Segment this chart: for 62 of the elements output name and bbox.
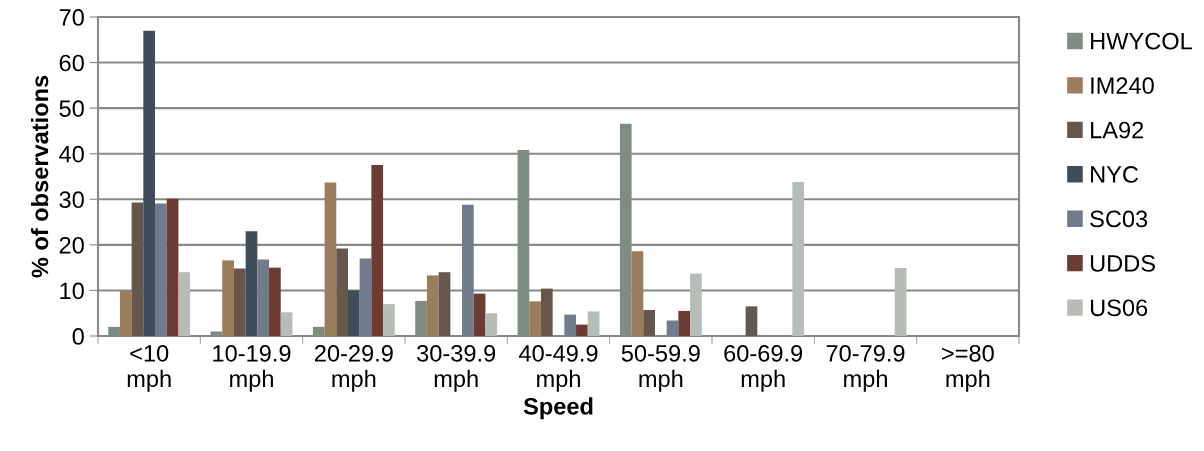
bar [245,231,258,336]
x-tick-label: 50-59.9 mph [621,344,700,392]
x-tick-label: 60-69.9 mph [724,344,803,392]
x-tick-label: >=80 mph [942,344,994,392]
legend-label: IM240 [1091,77,1154,94]
bar [383,304,395,336]
y-axis-title: % of observations [30,75,49,278]
bar [347,290,360,336]
y-tick-label: 60 [59,54,84,72]
bar [257,259,270,336]
bar [233,268,246,336]
bar [222,260,234,336]
bar [576,324,588,336]
bar [690,273,702,336]
legend-label: NYC [1091,166,1139,183]
bar [529,301,541,336]
y-tick-label: 20 [59,236,84,254]
bar [131,202,144,336]
bar [336,248,348,336]
bar [119,290,132,336]
x-tick-label: 20-29.9 mph [314,344,393,392]
legend-label: HWYCOL [1091,32,1192,50]
legend-label: SC03 [1090,210,1148,228]
bar [280,312,293,336]
bar [359,258,372,336]
bar [631,251,644,336]
bar [792,181,805,336]
bar [643,310,655,336]
y-tick-label: 50 [59,100,84,117]
x-tick-label: 40-49.9 mph [519,344,598,392]
bar [666,320,679,336]
y-tick-label: 30 [59,191,84,209]
bar [473,293,486,336]
y-tick-label: 40 [59,145,84,163]
bar [324,182,337,336]
legend-label: US06 [1090,299,1148,317]
x-axis-title: Speed [523,397,593,420]
x-tick-label: 30-39.9 mph [417,344,496,392]
bar [166,198,179,336]
bar [178,272,191,336]
bar [426,275,439,336]
bar [143,30,156,336]
bar [155,203,167,336]
x-tick-label: 10-19.9 mph [213,344,291,392]
legend-label: UDDS [1090,255,1155,272]
bar [438,272,451,336]
x-tick-label: 70-79.9 mph [826,344,905,392]
bar [462,204,474,336]
x-tick-label: <10 mph [127,344,171,392]
bar [678,310,691,336]
y-tick-label: 0 [72,328,84,345]
bar [587,311,600,336]
bar [540,288,553,336]
bar [269,267,281,336]
bar [745,306,758,336]
legend-label: LA92 [1091,121,1144,139]
y-tick-label: 10 [60,282,84,300]
bar [485,313,498,336]
bar [894,268,907,336]
bar [564,314,577,336]
bar [371,165,384,336]
y-tick-label: 70 [59,9,84,26]
